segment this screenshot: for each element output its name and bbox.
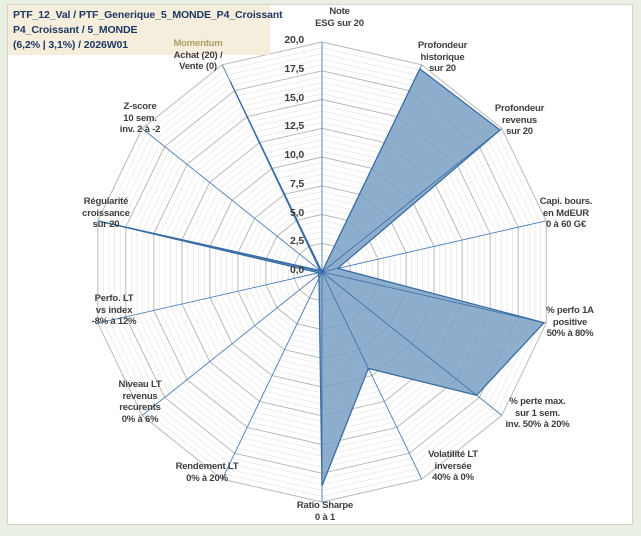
axis-label-profondeur-hist: Profondeur historique sur 20	[417, 40, 468, 74]
axis-label-note-esg: Note ESG sur 20	[315, 6, 364, 29]
radial-tick-3: 7,5	[290, 177, 304, 190]
radial-tick-8: 20,0	[284, 34, 304, 46]
axis-label-z-score: Z-score 10 sem. inv. 2 à -2	[119, 101, 161, 135]
radial-tick-2: 5,0	[290, 206, 304, 219]
axis-label-momentum-values: Achat (20) / Vente (0)	[173, 49, 223, 73]
axis-label-regularite: Régularité croissance sur 20	[82, 196, 130, 230]
title-line-1: PTF_12_Val / PTF_Generique_5_MONDE_P4_Cr…	[13, 9, 283, 21]
radial-tick-0: 0,0	[290, 264, 304, 276]
series-spokes	[98, 68, 545, 486]
title-line-3: (6,2% | 3,1%) / 2026W01	[13, 39, 129, 51]
axis-label-profondeur-revenus: Profondeur revenus sur 20	[494, 103, 545, 137]
title-box: PTF_12_Val / PTF_Generique_5_MONDE_P4_Cr…	[8, 5, 283, 55]
axis-label-niveau-lt: Niveau LT revenus recurents 0% à 6%	[118, 379, 162, 425]
axis-label-volatilite-lt: Volatilité LT inversée 40% à 0%	[428, 449, 478, 483]
title-line-2: P4_Croissant / 5_MONDE	[13, 24, 138, 36]
axis-label-perte-max: % perte max. sur 1 sem. inv. 50% à 20%	[505, 396, 570, 430]
radial-tick-1: 2,5	[290, 235, 304, 248]
axis-label-ratio-sharpe: Ratio Sharpe 0 à 1	[296, 500, 354, 523]
radial-tick-6: 15,0	[284, 91, 304, 104]
axis-label-momentum: Momentum Achat (20) / Vente (0)	[146, 38, 250, 73]
axis-label-perfo-lt: Perfo. LT vs index -8% à 12%	[91, 293, 137, 327]
axis-label-rendement-lt: Rendement LT 0% à 20%	[175, 461, 239, 484]
axis-label-perfo-1a: % perfo 1A positive 50% à 80%	[546, 305, 594, 339]
radial-tick-5: 12,5	[284, 120, 304, 133]
radial-tick-7: 17,5	[284, 62, 304, 75]
axis-label-capi-bourse: Capi. bours. en MdEUR 0 à 60 G€	[539, 196, 593, 230]
chart-panel	[7, 4, 633, 525]
radial-tick-4: 10,0	[284, 149, 304, 161]
axis-label-momentum-title: Momentum	[173, 38, 223, 49]
